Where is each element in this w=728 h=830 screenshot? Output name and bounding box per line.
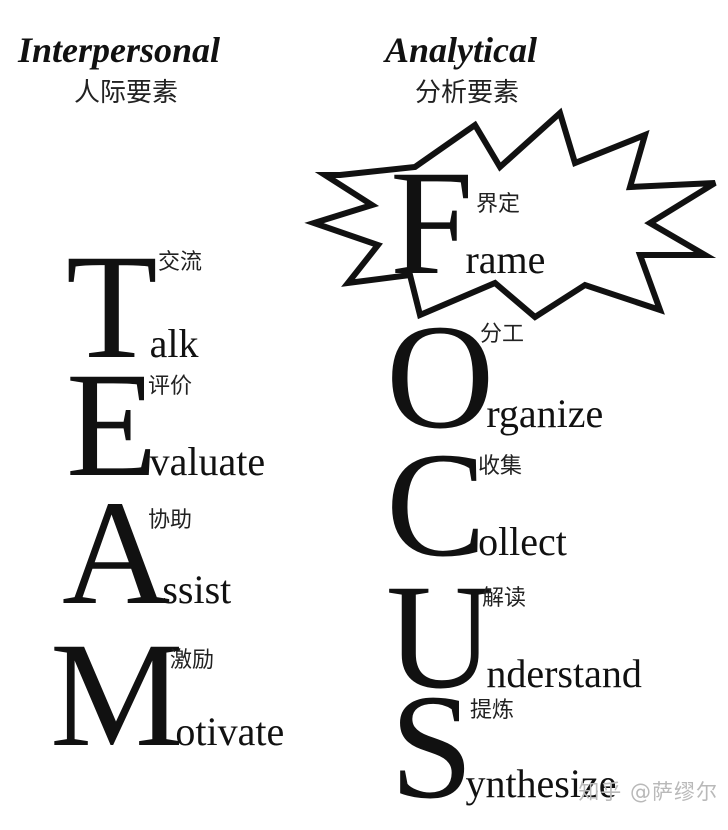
watermark: 知乎 @萨缪尔 <box>578 780 718 804</box>
focus-rest: ynthesize <box>465 761 617 806</box>
focus-initial: S <box>390 664 474 830</box>
focus-item-synthesize: Synthesize <box>390 672 617 822</box>
team-item-evaluate: Evaluate <box>66 350 265 500</box>
starburst-shape <box>304 107 717 321</box>
team-initial: E <box>66 342 158 508</box>
team-initial: M <box>50 612 184 778</box>
team-initial: A <box>62 470 171 636</box>
team-rest: otivate <box>175 709 285 754</box>
focus-initial: O <box>386 294 495 460</box>
team-rest: valuate <box>149 439 266 484</box>
team-item-evaluate-zh: 评价 <box>148 374 193 399</box>
team-item-motivate-zh: 激励 <box>170 648 215 673</box>
focus-rest: nderstand <box>486 651 642 696</box>
team-item-talk-zh: 交流 <box>158 250 203 275</box>
focus-rest: rganize <box>486 391 604 436</box>
interpersonal-heading: Interpersonal <box>18 30 221 70</box>
focus-item-frame-zh: 界定 <box>476 192 521 217</box>
focus-item-collect-zh: 收集 <box>478 454 523 479</box>
team-item-assist-zh: 协助 <box>148 508 193 533</box>
interpersonal-heading-zh: 人际要素 <box>74 78 179 108</box>
focus-item-organize-zh: 分工 <box>480 322 525 347</box>
focus-item-collect: Collect <box>386 430 567 580</box>
team-item-motivate: Motivate <box>50 620 284 770</box>
focus-item-frame: Frame <box>390 148 545 298</box>
focus-rest: rame <box>465 237 546 282</box>
team-initial: T <box>66 224 158 390</box>
focus-initial: U <box>386 554 495 720</box>
focus-item-organize: Organize <box>386 302 603 452</box>
focus-item-synthesize-zh: 提炼 <box>470 698 515 723</box>
analytical-heading-zh: 分析要素 <box>415 78 520 108</box>
focus-initial: C <box>386 422 487 588</box>
team-rest: alk <box>149 321 199 366</box>
team-item-talk: Talk <box>66 232 199 382</box>
team-rest: ssist <box>162 567 232 612</box>
analytical-heading: Analytical <box>385 30 537 70</box>
team-item-assist: Assist <box>62 478 231 628</box>
focus-rest: ollect <box>478 519 567 564</box>
focus-initial: F <box>390 140 474 306</box>
focus-item-understand: Understand <box>386 562 642 712</box>
focus-item-understand-zh: 解读 <box>482 586 527 611</box>
